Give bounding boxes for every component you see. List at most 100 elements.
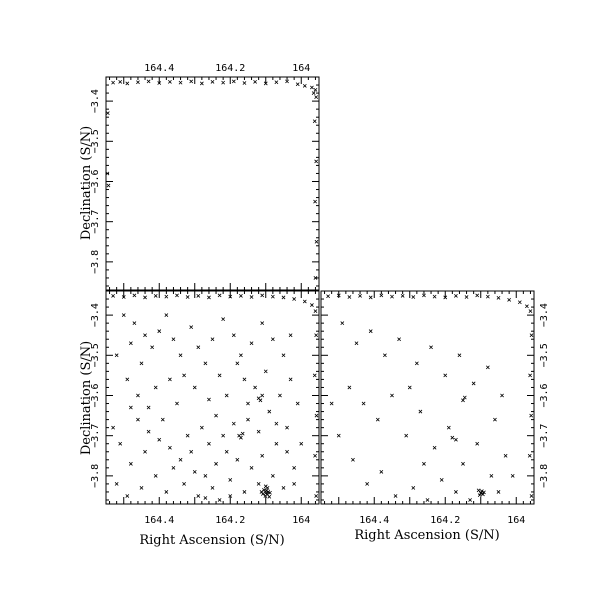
bottom-right-x-axis-label: Right Ascension (S/N) — [354, 528, 499, 543]
bottom-right-data-point — [464, 295, 469, 299]
top-left-data-point — [313, 87, 318, 92]
bottom-left-data-point — [203, 361, 208, 366]
top-left-data-point — [314, 159, 319, 164]
bottom-left-data-point — [114, 482, 119, 486]
bottom-right-data-point — [397, 337, 401, 342]
bottom-left-data-point — [171, 465, 176, 470]
top-left-data-point — [111, 80, 115, 85]
bottom-left-data-point — [246, 417, 250, 422]
bottom-left-data-point — [168, 445, 172, 450]
bottom-right-data-point — [422, 461, 426, 466]
bottom-left-x-tick-label: 164.4 — [144, 515, 174, 526]
bottom-right-data-point — [336, 433, 341, 438]
bottom-left-data-point — [260, 393, 265, 398]
bottom-right-data-point — [411, 486, 416, 490]
top-left-data-point — [178, 80, 183, 85]
bottom-right-data-point — [400, 293, 405, 298]
bottom-right-data-point — [390, 393, 394, 398]
bottom-right-data-point — [326, 294, 330, 299]
top-left-panel-frame — [105, 76, 320, 291]
bottom-right-data-point — [358, 293, 362, 298]
bottom-left-data-point — [111, 425, 115, 430]
bottom-left-data-point — [125, 377, 130, 382]
bottom-left-data-point — [157, 437, 162, 442]
bottom-right-data-point — [351, 457, 355, 462]
bottom-right-data-point — [411, 295, 416, 299]
bottom-left-data-point — [125, 494, 130, 498]
bottom-right-data-point — [443, 373, 448, 378]
bottom-left-data-point — [189, 449, 194, 454]
bottom-right-data-point — [478, 491, 483, 496]
bottom-left-data-point — [239, 293, 243, 298]
bottom-left-data-point — [264, 488, 269, 493]
bottom-left-data-point — [153, 293, 158, 298]
bottom-left-data-point — [111, 293, 115, 298]
bottom-left-data-point — [281, 353, 286, 358]
bottom-left-data-point — [210, 486, 215, 490]
bottom-left-data-point — [196, 293, 201, 298]
bottom-left-data-point — [214, 413, 218, 418]
bottom-right-data-point — [525, 304, 529, 309]
bottom-right-data-point — [379, 293, 384, 298]
bottom-left-data-point — [314, 413, 319, 418]
bottom-right-data-point — [480, 492, 485, 497]
bottom-left-data-point — [258, 398, 263, 403]
bottom-left-data-point — [270, 337, 275, 342]
bottom-left-data-point — [128, 405, 133, 410]
bottom-right-data-point — [510, 473, 515, 478]
bottom-left-data-point — [292, 482, 297, 486]
bottom-left-data-point — [143, 449, 147, 454]
bottom-right-data-point — [475, 293, 480, 298]
bottom-right-y-tick-label: −3.6 — [539, 383, 550, 407]
top-left-data-point — [295, 82, 300, 87]
bottom-right-data-point — [454, 293, 458, 298]
bottom-left-data-point — [118, 441, 123, 446]
bottom-left-data-point — [314, 333, 319, 338]
bottom-left-data-point — [256, 429, 261, 434]
bottom-left-y-tick-label: −3.8 — [90, 464, 101, 488]
bottom-left-data-point — [228, 494, 233, 498]
top-left-data-point — [221, 80, 226, 85]
top-left-data-point — [314, 95, 319, 99]
bottom-right-x-tick-label: 164.4 — [359, 515, 389, 526]
bottom-right-data-point — [461, 461, 465, 466]
top-left-y-tick-label: −3.8 — [90, 250, 101, 274]
bottom-left-data-point — [196, 345, 201, 350]
top-left-y-tick-label: −3.4 — [90, 89, 101, 113]
bottom-left-data-point — [288, 333, 293, 338]
bottom-right-data-point — [422, 293, 426, 298]
bottom-right-data-point — [375, 417, 380, 422]
bottom-right-data-point — [479, 489, 484, 494]
bottom-left-data-point — [270, 294, 275, 299]
bottom-right-data-point — [528, 373, 532, 378]
top-left-y-tick-label: −3.5 — [90, 129, 101, 153]
bottom-right-data-point — [347, 385, 352, 390]
top-left-data-point — [210, 79, 215, 84]
bottom-left-x-axis-label: Right Ascension (S/N) — [139, 533, 284, 548]
bottom-left-data-point — [192, 385, 197, 390]
top-left-data-point — [312, 119, 317, 124]
bottom-left-data-point — [224, 449, 229, 454]
bottom-left-data-point — [240, 431, 245, 436]
bottom-left-data-point — [221, 433, 226, 438]
bottom-right-data-point — [354, 341, 359, 346]
bottom-left-x-tick-label: 164 — [292, 515, 310, 526]
bottom-left-data-point — [153, 473, 158, 478]
bottom-left-data-point — [207, 397, 211, 402]
bottom-left-data-point — [313, 309, 318, 313]
bottom-left-data-point — [263, 369, 268, 374]
bottom-left-data-point — [295, 401, 300, 406]
bottom-right-y-tick-label: −3.8 — [539, 464, 550, 488]
bottom-right-data-point — [446, 425, 451, 430]
top-left-data-point — [168, 79, 172, 84]
bottom-right-panel-frame — [320, 290, 535, 505]
top-left-data-point — [310, 85, 314, 90]
bottom-left-data-point — [146, 429, 151, 434]
bottom-left-data-point — [261, 492, 265, 496]
bottom-right-data-point — [528, 309, 533, 313]
bottom-right-y-tick-label: −3.4 — [539, 303, 550, 327]
bottom-right-data-point — [425, 498, 430, 502]
bottom-left-data-point — [249, 295, 254, 299]
top-left-data-point — [105, 171, 110, 176]
bottom-right-data-point — [383, 353, 387, 358]
